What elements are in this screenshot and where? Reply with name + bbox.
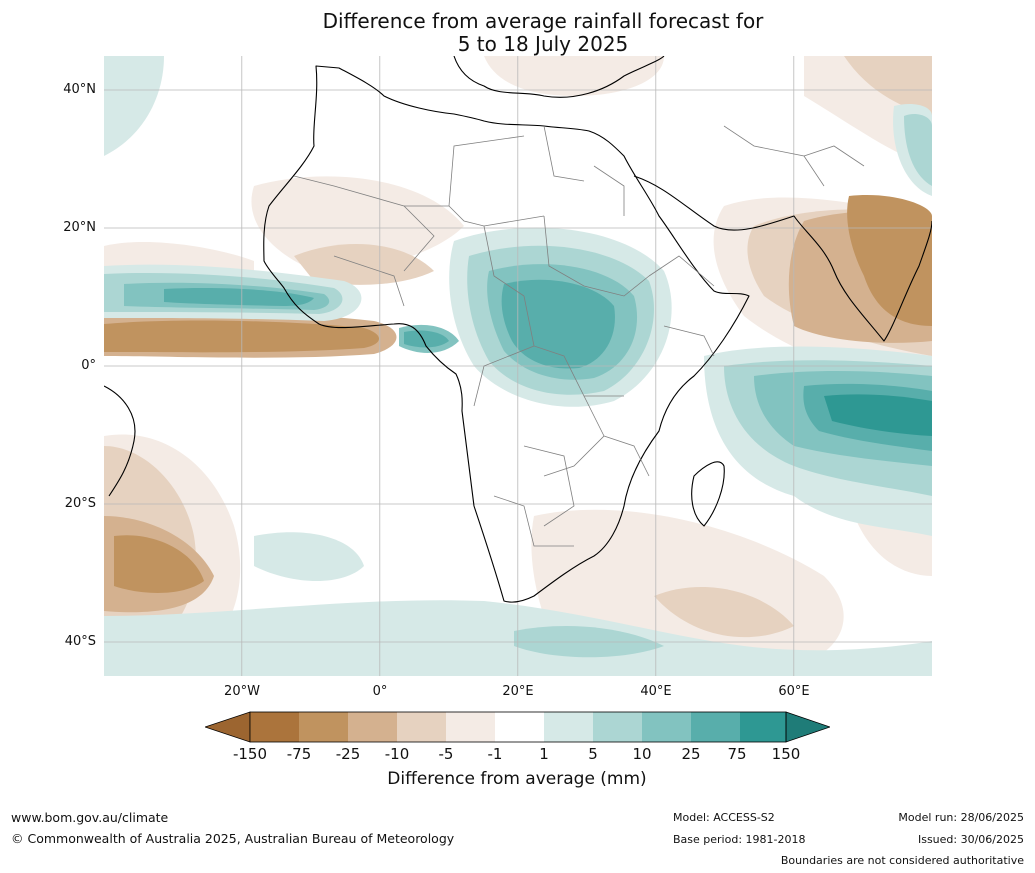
colorbar-tick: -5 — [438, 745, 454, 763]
colorbar-bin-2 — [299, 712, 348, 742]
colorbar-extend-low — [205, 711, 251, 743]
colorbar-frame — [249, 711, 787, 743]
colorbar-tick: 1 — [539, 745, 549, 763]
colorbar-bin-6 — [495, 712, 544, 742]
lon-label-20e: 20°E — [502, 684, 534, 699]
colorbar-label: Difference from average (mm) — [387, 769, 647, 789]
issued-text: Issued: 30/06/2025 — [917, 833, 1024, 846]
colorbar-bin-9 — [642, 712, 691, 742]
wet-anomaly-extreme — [824, 394, 932, 436]
map-title: Difference from average rainfall forecas… — [243, 10, 843, 56]
title-line-2: 5 to 18 July 2025 — [457, 32, 629, 56]
colorbar-tick: -150 — [232, 745, 268, 763]
copyright-text: © Commonwealth of Australia 2025, Austra… — [11, 831, 455, 846]
base-period-text: Base period: 1981-2018 — [673, 833, 806, 846]
colorbar-bin-5 — [446, 712, 495, 742]
colorbar-bin-11 — [740, 712, 786, 742]
disclaimer-text: Boundaries are not considered authoritat… — [780, 854, 1024, 867]
colorbar-tick: -1 — [487, 745, 503, 763]
colorbar-extend-high — [785, 711, 830, 743]
lon-label-60e: 60°E — [778, 684, 810, 699]
website-link[interactable]: www.bom.gov.au/climate — [11, 810, 169, 825]
colorbar-tick: -75 — [286, 745, 312, 763]
colorbar-bin-4 — [397, 712, 446, 742]
colorbar-bin-7 — [544, 712, 593, 742]
colorbar-tick: 25 — [681, 745, 701, 763]
lon-label-0: 0° — [372, 684, 388, 699]
colorbar-bin-3 — [348, 712, 397, 742]
colorbar-tick: -25 — [335, 745, 361, 763]
coastline-outline — [104, 56, 932, 603]
colorbar — [205, 711, 830, 743]
colorbar-tick: 75 — [727, 745, 747, 763]
lat-label-40s: 40°S — [64, 634, 96, 649]
title-line-1: Difference from average rainfall forecas… — [322, 9, 764, 33]
model-run-text: Model run: 28/06/2025 — [898, 811, 1024, 824]
rainfall-anomaly-map — [104, 56, 932, 676]
colorbar-tick: 10 — [632, 745, 652, 763]
colorbar-bin-1 — [250, 712, 299, 742]
model-text: Model: ACCESS-S2 — [673, 811, 775, 824]
colorbar-tick: 5 — [588, 745, 598, 763]
lon-label-40e: 40°E — [640, 684, 672, 699]
country-borders — [293, 125, 865, 547]
lat-label-40n: 40°N — [63, 82, 96, 97]
colorbar-tick: 150 — [771, 745, 801, 763]
lat-label-0: 0° — [81, 358, 96, 373]
colorbar-bin-8 — [593, 712, 642, 742]
lat-label-20s: 20°S — [64, 496, 96, 511]
colorbar-tick: -10 — [384, 745, 410, 763]
colorbar-bin-10 — [691, 712, 740, 742]
lat-label-20n: 20°N — [63, 220, 96, 235]
lon-label-20w: 20°W — [224, 684, 260, 699]
